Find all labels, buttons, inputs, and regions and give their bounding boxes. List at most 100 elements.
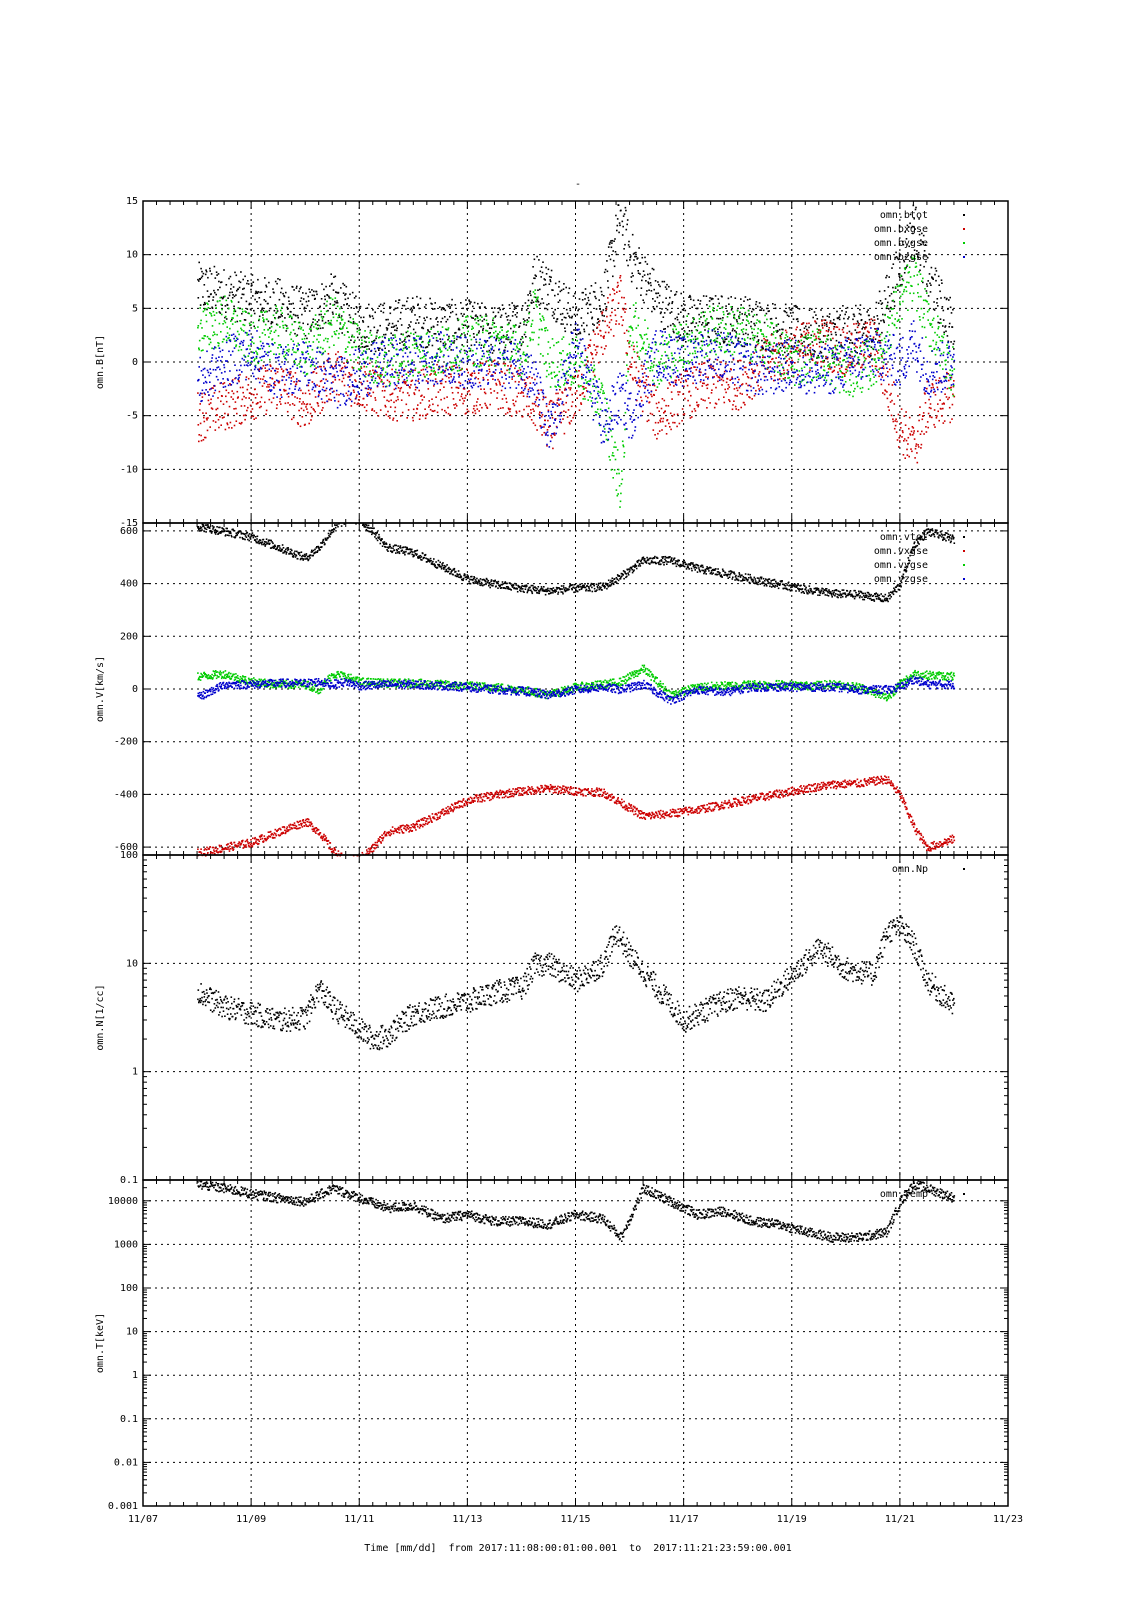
- data-point: [417, 303, 419, 306]
- data-point: [676, 316, 678, 319]
- data-point: [818, 345, 821, 348]
- data-point: [585, 387, 587, 389]
- data-point: [544, 419, 546, 422]
- data-point: [782, 367, 785, 370]
- data-point: [716, 309, 718, 311]
- data-point: [888, 308, 890, 310]
- data-point: [480, 325, 482, 328]
- data-point: [281, 375, 283, 378]
- data-point: [831, 371, 834, 373]
- data-point: [452, 365, 454, 368]
- data-point: [340, 306, 343, 308]
- data-point: [439, 349, 441, 351]
- data-point: [388, 400, 390, 403]
- data-point: [616, 472, 618, 475]
- data-point: [613, 469, 616, 471]
- data-point: [643, 334, 646, 336]
- data-point: [853, 390, 855, 392]
- data-point: [749, 362, 752, 365]
- data-point: [559, 352, 561, 354]
- data-point: [332, 313, 334, 315]
- data-point: [351, 346, 354, 349]
- data-point: [827, 338, 829, 341]
- data-point: [305, 406, 307, 408]
- data-point: [292, 416, 295, 419]
- data-point: [479, 318, 481, 321]
- data-point: [202, 439, 205, 441]
- data-point: [612, 455, 615, 457]
- data-point: [874, 367, 877, 370]
- data-point: [333, 390, 335, 393]
- data-point: [651, 395, 653, 398]
- data-point: [946, 371, 948, 374]
- data-point: [667, 387, 669, 389]
- data-point: [840, 366, 843, 368]
- data-point: [586, 302, 589, 304]
- data-point: [400, 415, 402, 417]
- data-point: [203, 337, 205, 340]
- data-point: [768, 356, 770, 359]
- data-point: [635, 302, 637, 304]
- data-point: [395, 348, 398, 351]
- data-point: [280, 287, 283, 290]
- data-point: [396, 396, 399, 398]
- data-point: [800, 381, 802, 383]
- data-point: [866, 322, 868, 324]
- data-point: [835, 334, 837, 336]
- data-point: [830, 339, 832, 342]
- data-point: [700, 316, 702, 318]
- data-point: [612, 452, 614, 454]
- data-point: [674, 364, 676, 367]
- data-point: [915, 445, 917, 447]
- data-point: [252, 281, 255, 283]
- data-point: [925, 290, 928, 292]
- data-point: [463, 320, 466, 323]
- data-point: [485, 404, 487, 407]
- data-point: [565, 308, 568, 311]
- data-point: [285, 354, 287, 356]
- data-point: [787, 343, 790, 345]
- data-point: [247, 406, 249, 409]
- data-point: [809, 343, 812, 345]
- data-point: [254, 327, 256, 329]
- data-point: [739, 323, 742, 325]
- data-point: [756, 381, 758, 384]
- data-point: [640, 336, 643, 338]
- data-point: [381, 335, 384, 338]
- data-point: [295, 287, 298, 289]
- data-point: [729, 400, 731, 403]
- data-point: [627, 244, 630, 246]
- data-point: [580, 360, 583, 363]
- data-point: [656, 406, 659, 409]
- data-point: [366, 307, 369, 309]
- data-point: [406, 417, 408, 419]
- data-point: [823, 319, 825, 321]
- data-point: [638, 379, 641, 381]
- data-point: [220, 424, 222, 426]
- data-point: [592, 290, 595, 293]
- data-point: [451, 368, 453, 371]
- data-point: [704, 329, 706, 331]
- data-point: [696, 337, 699, 340]
- data-point: [479, 362, 482, 364]
- data-point: [842, 327, 845, 329]
- data-point: [435, 396, 437, 398]
- data-point: [547, 293, 549, 296]
- data-point: [607, 301, 610, 304]
- data-point: [321, 353, 323, 356]
- data-point: [507, 407, 510, 410]
- data-point: [402, 380, 405, 383]
- data-point: [707, 322, 710, 324]
- data-point: [942, 325, 944, 327]
- data-point: [912, 204, 915, 207]
- data-point: [683, 330, 686, 332]
- data-point: [835, 339, 838, 342]
- data-point: [625, 428, 627, 430]
- data-point: [579, 394, 582, 396]
- data-point: [275, 311, 278, 314]
- data-point: [461, 397, 464, 400]
- data-point: [886, 397, 889, 400]
- data-point: [298, 409, 300, 412]
- data-point: [747, 376, 750, 379]
- data-point: [301, 303, 304, 306]
